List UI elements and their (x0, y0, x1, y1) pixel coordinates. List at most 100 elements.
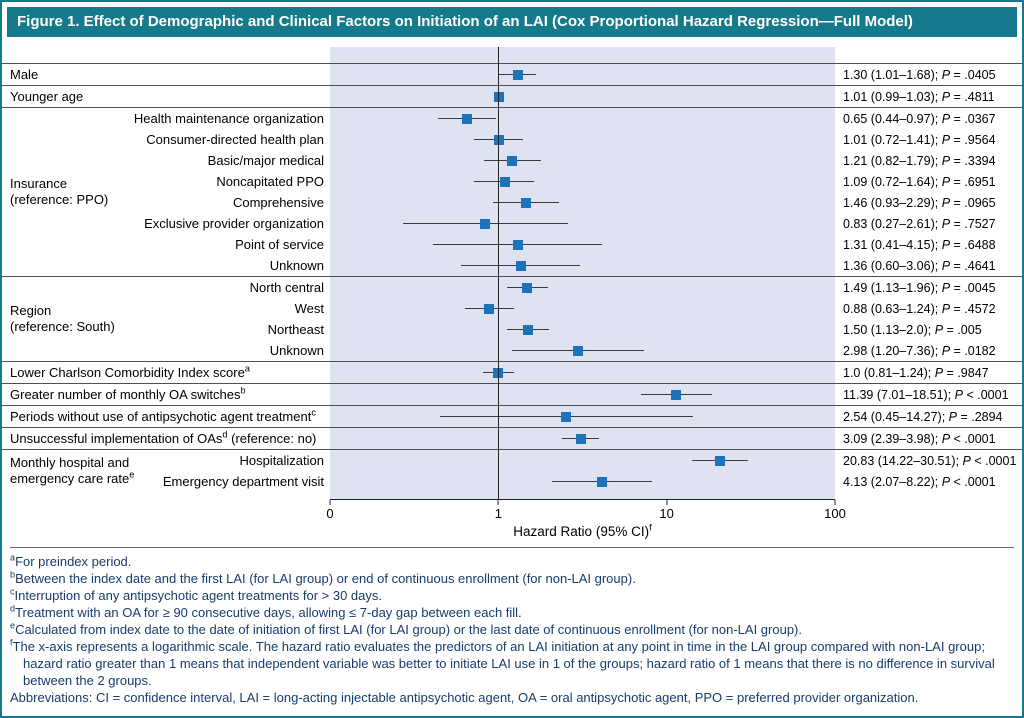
row-plot (330, 406, 835, 427)
footnote: fThe x-axis represents a logarithmic sca… (10, 637, 995, 688)
forest-row: Greater number of monthly OA switchesb 11… (2, 384, 1022, 405)
group-label: Region (reference: South) (10, 303, 115, 335)
row-plot (330, 64, 835, 85)
group-label-line: Insurance (10, 176, 68, 191)
forest-row: Unknown 2.98 (1.20–7.36); P = .0182 (2, 340, 1022, 361)
forest-row: Consumer-directed health plan 1.01 (0.72–… (2, 129, 1022, 150)
hr-marker (671, 389, 682, 400)
row-stats: 0.83 (0.27–2.61); P = .7527 (843, 216, 996, 231)
row-plot (330, 428, 835, 449)
row-stats: 11.39 (7.01–18.51); P < .0001 (843, 387, 1009, 402)
row-label: Comprehensive (232, 195, 324, 210)
row-stats: 0.65 (0.44–0.97); P = .0367 (843, 111, 996, 126)
row-label: Basic/major medical (207, 153, 324, 168)
axis-tick (329, 500, 331, 505)
row-plot (330, 340, 835, 361)
row-stats: 1.50 (1.13–2.0); P = .005 (843, 322, 982, 337)
hr-marker (597, 476, 608, 487)
forest-row: Lower Charlson Comorbidity Index scorea 1… (2, 362, 1022, 383)
footnote: bBetween the index date and the first LA… (10, 569, 636, 586)
forest-row: Male 1.30 (1.01–1.68); P = .0405 (2, 64, 1022, 85)
row-label: Point of service (235, 237, 324, 252)
hr-marker (512, 69, 523, 80)
row-label: Exclusive provider organization (144, 216, 324, 231)
forest-row: Emergency department visit 4.13 (2.07–8.2… (2, 471, 1022, 492)
forest-row: North central 1.49 (1.13–1.96); P = .0045 (2, 277, 1022, 298)
hr-marker (494, 134, 505, 145)
hr-marker (715, 455, 726, 466)
row-plot (330, 171, 835, 192)
row-stats: 2.98 (1.20–7.36); P = .0182 (843, 343, 996, 358)
forest-group: Region (reference: South) North central 1.4… (2, 276, 1022, 361)
forest-row: Noncapitated PPO 1.09 (0.72–1.64); P = .6… (2, 171, 1022, 192)
row-plot (330, 108, 835, 129)
forest-group: Periods without use of antipsychotic age… (2, 405, 1022, 427)
row-stats: 1.01 (0.99–1.03); P = .4811 (843, 89, 995, 104)
row-plot (330, 150, 835, 171)
row-label: Unknown (269, 343, 324, 358)
row-label: Health maintenance organization (133, 111, 324, 126)
hr-marker (507, 155, 518, 166)
row-plot (330, 319, 835, 340)
group-label: Insurance (reference: PPO) (10, 176, 108, 208)
hr-marker (499, 176, 510, 187)
row-plot (330, 213, 835, 234)
forest-row: Exclusive provider organization 0.83 (0.2… (2, 213, 1022, 234)
reference-line-hr1 (498, 47, 499, 500)
forest-row: Health maintenance organization 0.65 (0.4… (2, 108, 1022, 129)
hr-marker (461, 113, 472, 124)
forest-groups: Male 1.30 (1.01–1.68); P = .0405 Younger a… (2, 63, 1022, 492)
plot-band-top-spacer (330, 47, 835, 63)
row-plot (330, 234, 835, 255)
row-plot (330, 192, 835, 213)
row-label: Lower Charlson Comorbidity Index scorea (10, 365, 250, 380)
hr-marker (483, 303, 494, 314)
row-plot (330, 255, 835, 276)
x-axis-ticks: 0 1 10 100 (326, 500, 846, 524)
forest-row: Hospitalization 20.83 (14.22–30.51); P < … (2, 450, 1022, 471)
row-stats: 1.31 (0.41–4.15); P = .6488 (843, 237, 996, 252)
footnote: cInterruption of any antipsychotic agent… (10, 586, 383, 603)
row-plot (330, 277, 835, 298)
x-axis-label: Hazard Ratio (95% CI) (513, 524, 650, 539)
row-plot (330, 298, 835, 319)
axis-tick-label: 1 (494, 506, 502, 521)
hr-marker (561, 411, 572, 422)
hr-marker (522, 324, 533, 335)
group-label: Monthly hospital and emergency care ratee (10, 455, 134, 487)
row-label: Hospitalization (239, 453, 324, 468)
row-stats: 1.09 (0.72–1.64); P = .6951 (843, 174, 996, 189)
row-stats: 20.83 (14.22–30.51); P < .0001 (843, 453, 1017, 468)
axis-tick (666, 500, 668, 505)
footnote: aFor preindex period. (10, 552, 132, 569)
forest-row: Comprehensive 1.46 (0.93–2.29); P = .0965 (2, 192, 1022, 213)
row-stats: 1.01 (0.72–1.41); P = .9564 (843, 132, 996, 147)
footnote: eCalculated from index date to the date … (10, 620, 802, 637)
row-plot (330, 450, 835, 471)
forest-group: Monthly hospital and emergency care ratee… (2, 449, 1022, 492)
hr-marker (520, 197, 531, 208)
hr-marker (479, 218, 490, 229)
forest-group: Younger age 1.01 (0.99–1.03); P = .4811 (2, 85, 1022, 107)
axis-tick (834, 500, 836, 505)
row-label: Male (10, 67, 39, 82)
row-stats: 1.46 (0.93–2.29); P = .0965 (843, 195, 996, 210)
hr-marker (513, 239, 524, 250)
row-label: Greater number of monthly OA switchesb (10, 387, 246, 402)
x-axis-label-sup: f (649, 522, 652, 534)
row-stats: 1.30 (1.01–1.68); P = .0405 (843, 67, 996, 82)
hr-marker (515, 260, 526, 271)
footnote: dTreatment with an OA for ≥ 90 consecuti… (10, 603, 522, 620)
axis-tick (497, 500, 499, 505)
row-label: North central (249, 280, 324, 295)
row-stats: 2.54 (0.45–14.27); P = .2894 (843, 409, 1003, 424)
forest-row: West 0.88 (0.63–1.24); P = .4572 (2, 298, 1022, 319)
row-label: Periods without use of antipsychotic age… (10, 409, 316, 424)
forest-group: Insurance (reference: PPO) Health maintena… (2, 107, 1022, 276)
row-plot (330, 384, 835, 405)
row-label: Noncapitated PPO (216, 174, 324, 189)
axis-tick-label: 10 (659, 506, 674, 521)
forest-group: Male 1.30 (1.01–1.68); P = .0405 (2, 63, 1022, 85)
row-stats: 0.88 (0.63–1.24); P = .4572 (843, 301, 996, 316)
row-plot (330, 86, 835, 107)
